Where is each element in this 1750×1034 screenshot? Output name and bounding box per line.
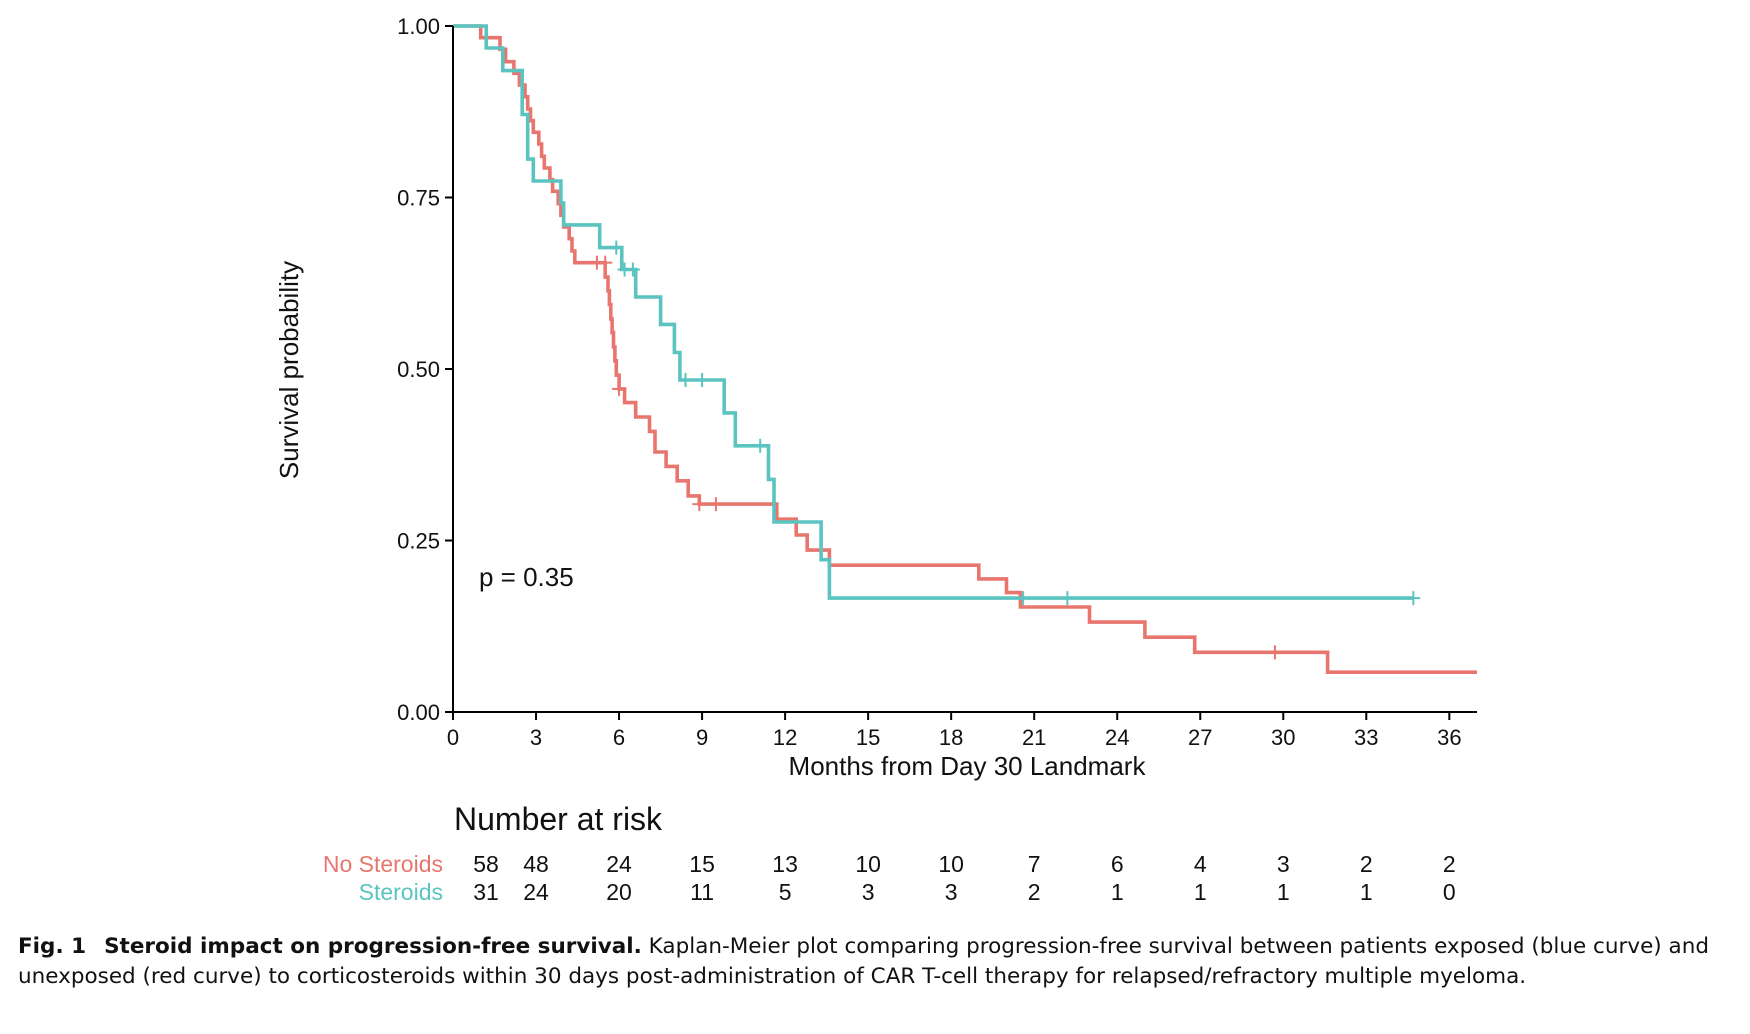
x-tick-label: 9 <box>696 725 708 750</box>
risk-count-no-steroids: 10 <box>938 851 964 877</box>
risk-count-steroids: 1 <box>1111 879 1124 905</box>
x-axis-title: Months from Day 30 Landmark <box>789 751 1147 781</box>
risk-count-steroids: 3 <box>862 879 875 905</box>
risk-count-no-steroids: 10 <box>855 851 881 877</box>
caption-label: Fig. 1 <box>18 934 87 959</box>
x-tick-label: 30 <box>1271 725 1295 750</box>
x-tick-label: 21 <box>1022 725 1046 750</box>
x-tick-label: 27 <box>1188 725 1212 750</box>
axes: 0 3 6 9 12 15 18 21 24 27 30 33 360.000.250.500.751.… <box>397 14 1477 750</box>
plot-area <box>453 24 1477 674</box>
risk-row-label-no-steroids: No Steroids <box>323 851 443 877</box>
x-tick-label: 18 <box>939 725 963 750</box>
risk-count-steroids: 3 <box>945 879 958 905</box>
risk-count-steroids: 20 <box>606 879 632 905</box>
caption-title: Steroid impact on progression-free survi… <box>104 934 642 959</box>
x-tick-label: 6 <box>613 725 625 750</box>
risk-count-no-steroids: 58 <box>473 851 499 877</box>
risk-count-steroids: 1 <box>1194 879 1207 905</box>
risk-count-no-steroids: 2 <box>1443 851 1456 877</box>
figure-caption: Fig. 1 Steroid impact on progression-free… <box>18 932 1740 992</box>
risk-count-steroids: 24 <box>523 879 549 905</box>
p-value-annotation: p = 0.35 <box>479 562 574 592</box>
series-steroids-line <box>453 24 1414 600</box>
risk-count-steroids: 1 <box>1277 879 1290 905</box>
risk-count-no-steroids: 6 <box>1111 851 1124 877</box>
x-tick-label: 0 <box>447 725 459 750</box>
risk-count-no-steroids: 13 <box>772 851 798 877</box>
x-tick-label: 3 <box>530 725 542 750</box>
risk-table: Number at risk No Steroids 58 48 24 15 13 10 10… <box>323 801 1456 905</box>
risk-count-no-steroids: 7 <box>1028 851 1041 877</box>
risk-count-steroids: 2 <box>1028 879 1041 905</box>
y-tick-label: 0.75 <box>397 186 440 211</box>
y-tick-label: 1.00 <box>397 14 440 39</box>
y-axis-title: Survival probability <box>274 261 304 479</box>
y-tick-label: 0.25 <box>397 529 440 554</box>
risk-count-no-steroids: 2 <box>1360 851 1373 877</box>
risk-row-label-steroids: Steroids <box>359 879 443 905</box>
risk-count-no-steroids: 3 <box>1277 851 1290 877</box>
series-no-steroids-line <box>453 24 1477 674</box>
x-tick-label: 33 <box>1354 725 1378 750</box>
risk-table-title: Number at risk <box>454 801 663 837</box>
risk-count-no-steroids: 4 <box>1194 851 1207 877</box>
risk-count-steroids: 11 <box>690 879 714 905</box>
y-tick-label: 0.00 <box>397 700 440 725</box>
y-tick-label: 0.50 <box>397 357 440 382</box>
x-tick-label: 36 <box>1437 725 1461 750</box>
risk-count-no-steroids: 24 <box>606 851 632 877</box>
risk-count-steroids: 0 <box>1443 879 1456 905</box>
kaplan-meier-chart: 0 3 6 9 12 15 18 21 24 27 30 33 360.000.250.500.751.… <box>274 14 1477 905</box>
x-tick-label: 24 <box>1105 725 1129 750</box>
risk-count-steroids: 31 <box>473 879 499 905</box>
risk-count-steroids: 5 <box>779 879 792 905</box>
risk-count-no-steroids: 48 <box>523 851 549 877</box>
x-tick-label: 12 <box>773 725 797 750</box>
risk-count-no-steroids: 15 <box>689 851 715 877</box>
risk-count-steroids: 1 <box>1360 879 1373 905</box>
x-tick-label: 15 <box>856 725 880 750</box>
caption-text: Kaplan-Meier plot comparing progression-… <box>18 934 1709 989</box>
